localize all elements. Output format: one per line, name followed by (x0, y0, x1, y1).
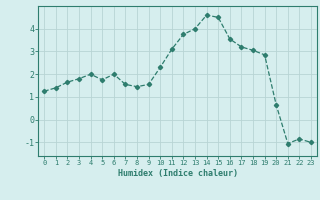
X-axis label: Humidex (Indice chaleur): Humidex (Indice chaleur) (118, 169, 238, 178)
